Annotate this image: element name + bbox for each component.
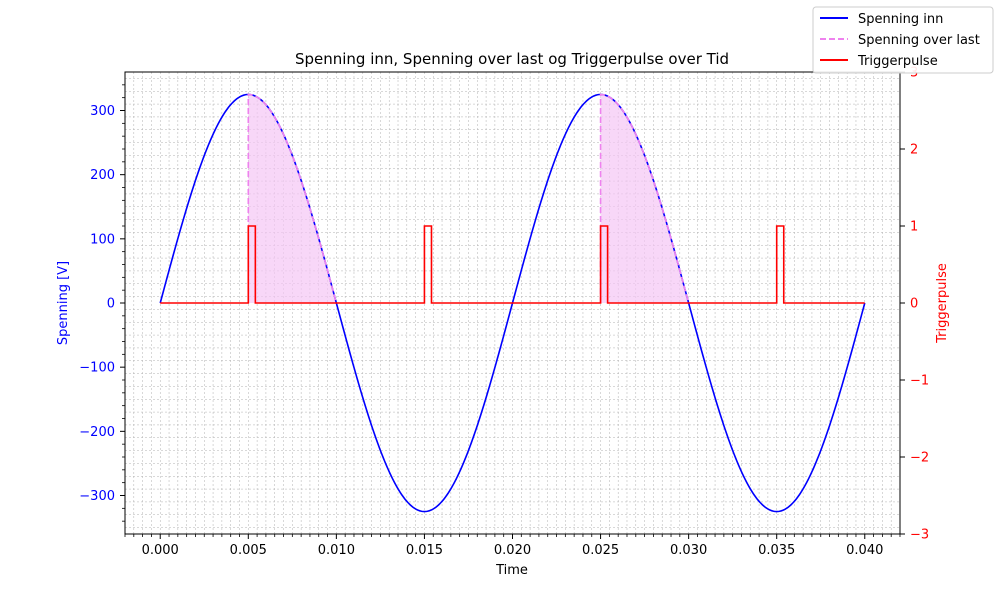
- y-axis-label-right: Triggerpulse: [935, 263, 950, 344]
- legend: Spenning inn Spenning over last Triggerp…: [812, 6, 994, 74]
- legend-label-trigger: Triggerpulse: [857, 54, 938, 69]
- x-tick-label: 0.010: [318, 543, 355, 558]
- y-left-tick-label: −200: [79, 425, 115, 440]
- legend-box: [812, 6, 994, 74]
- chart-title: Spenning inn, Spenning over last og Trig…: [295, 50, 729, 68]
- y-left-tick-label: −300: [79, 489, 115, 504]
- legend-label-input: Spenning inn: [858, 12, 943, 27]
- x-tick-label: 0.040: [846, 543, 883, 558]
- y-right-tick-label: −3: [910, 528, 929, 543]
- series-triggerpulse: [160, 225, 865, 304]
- x-tick-label: 0.020: [494, 543, 531, 558]
- y-left-tick-label: 300: [90, 104, 115, 119]
- y-right-tick-label: −1: [910, 374, 929, 389]
- x-tick-label: 0.015: [406, 543, 443, 558]
- load-fill-region: [248, 94, 337, 304]
- y-left-tick-label: 100: [90, 232, 115, 247]
- y-right-tick-label: −2: [910, 451, 929, 466]
- y-left-tick-label: 200: [90, 168, 115, 183]
- legend-label-load: Spenning over last: [858, 33, 980, 48]
- x-tick-label: 0.030: [670, 543, 707, 558]
- y-right-tick-label: 0: [910, 297, 918, 312]
- x-tick-label: 0.035: [758, 543, 795, 558]
- x-tick-label: 0.000: [142, 543, 179, 558]
- load-fill-region: [600, 94, 689, 304]
- x-axis-label: Time: [495, 563, 528, 578]
- x-tick-label: 0.005: [230, 543, 267, 558]
- y-left-tick-label: 0: [107, 297, 115, 312]
- x-tick-label: 0.025: [582, 543, 619, 558]
- y-right-tick-label: 2: [910, 143, 918, 158]
- y-right-tick-label: 1: [910, 220, 918, 235]
- y-axis-label-left: Spenning [V]: [56, 261, 71, 345]
- y-left-tick-label: −100: [79, 361, 115, 376]
